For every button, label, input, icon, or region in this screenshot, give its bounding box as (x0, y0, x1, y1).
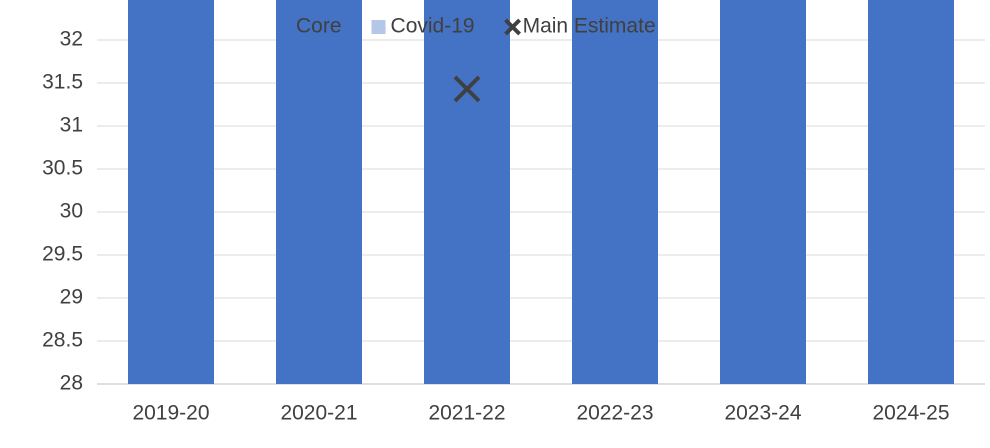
bar (720, 0, 806, 384)
legend-marker (504, 18, 521, 36)
x-tick-label: 2020-21 (280, 402, 357, 425)
x-tick-label: 2023-24 (724, 402, 801, 425)
bar (276, 0, 362, 384)
legend-label: Core (296, 15, 342, 38)
y-tick-label: 30 (60, 200, 83, 223)
y-tick-label: 31 (60, 114, 83, 137)
bar (868, 0, 954, 384)
y-tick-label: 29.5 (42, 243, 83, 266)
x-tick-label: 2024-25 (872, 402, 949, 425)
x-tick-label: 2021-22 (428, 402, 505, 425)
marker (453, 75, 481, 103)
x-tick-label: 2022-23 (576, 402, 653, 425)
legend-label: Main Estimate (523, 15, 656, 38)
x-tick-label: 2019-20 (132, 402, 209, 425)
y-tick-label: 29 (60, 286, 83, 309)
legend-label: Covid-19 (391, 15, 475, 38)
y-tick-label: 30.5 (42, 157, 83, 180)
y-tick-label: 32 (60, 28, 83, 51)
y-tick-label: 28 (60, 372, 83, 395)
y-tick-label: 31.5 (42, 71, 83, 94)
bar (128, 0, 214, 384)
bar (424, 0, 510, 384)
bar (572, 0, 658, 384)
legend-swatch (277, 20, 291, 34)
y-tick-label: 28.5 (42, 329, 83, 352)
legend-swatch (371, 20, 386, 34)
